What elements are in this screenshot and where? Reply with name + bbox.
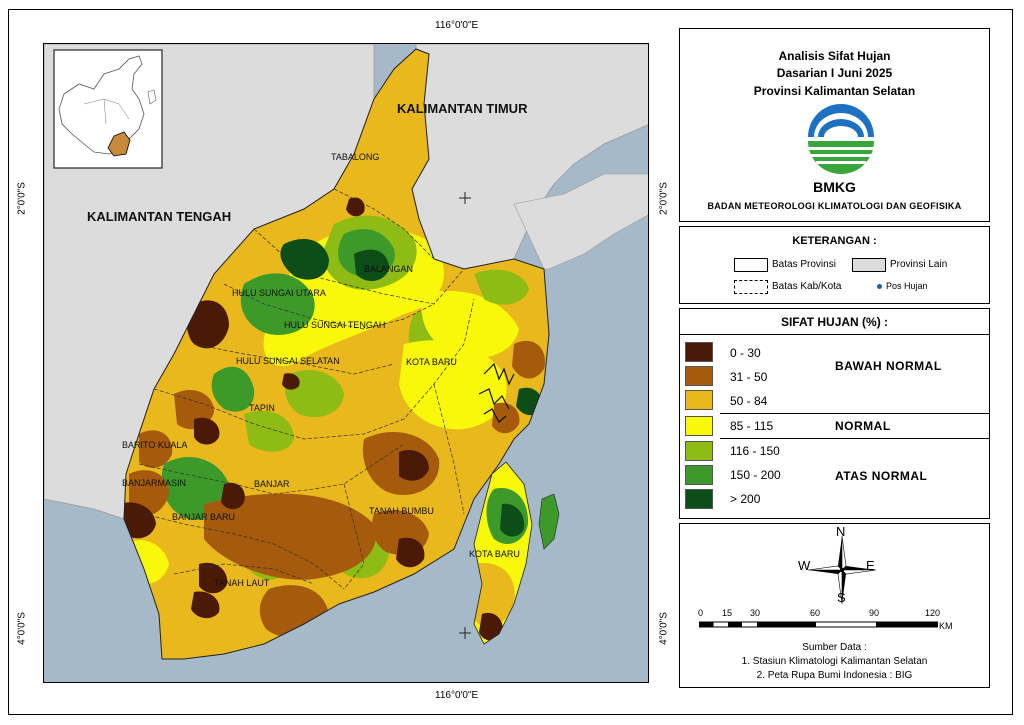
label-kota-baru-island: KOTA BARU [469, 549, 520, 559]
coord-right-lat-top: 2°0'0"S [658, 182, 670, 215]
title-panel: Analisis Sifat Hujan Dasarian I Juni 202… [679, 28, 990, 222]
title-line-2: Dasarian I Juni 2025 [776, 66, 893, 80]
batas-provinsi-label: Batas Provinsi [772, 259, 836, 270]
class-label-3: 85 - 115 [730, 419, 774, 433]
coord-top-lon: 116°0'0"E [435, 20, 479, 31]
title-line-1: Analisis Sifat Hujan [778, 49, 891, 63]
coord-bottom-lon: 116°0'0"E [435, 690, 479, 701]
coord-left-lat-top: 2°0'0"S [16, 182, 28, 215]
provinsi-lain-label: Provinsi Lain [890, 259, 948, 270]
scale-tick-60: 60 [810, 608, 821, 618]
divider [720, 413, 990, 414]
compass-e: E [866, 558, 875, 573]
compass-s: S [837, 590, 846, 605]
group-atas-normal: ATAS NORMAL [835, 469, 928, 483]
scale-bar [699, 621, 938, 628]
class-swatch-2 [685, 390, 713, 410]
class-label-2: 50 - 84 [730, 394, 768, 408]
class-swatch-5 [685, 465, 713, 485]
batas-kab-label: Batas Kab/Kota [772, 281, 842, 292]
divider [680, 334, 989, 335]
batas-kab-swatch [734, 280, 768, 294]
class-label-5: 150 - 200 [730, 468, 781, 482]
class-swatch-6 [685, 489, 713, 509]
regency-boundaries [138, 188, 475, 590]
sifat-hujan-panel: SIFAT HUJAN (%) : 0 - 30 31 - 50 50 - 84… [679, 308, 990, 519]
graticule-crosses [459, 192, 471, 639]
map-canvas [44, 44, 648, 660]
sources-title: Sumber Data : [802, 642, 867, 653]
group-normal: NORMAL [835, 419, 891, 433]
label-tanah-bumbu: TANAH BUMBU [369, 506, 434, 516]
label-barito-kuala: BARITO KUALA [122, 440, 188, 450]
label-hulu-sungai-selatan: HULU SUNGAI SELATAN [236, 356, 340, 366]
north-arrow-icon [807, 535, 877, 605]
compass-scale-panel: N S W E 0 15 30 60 90 120 KM Sumber Data… [679, 523, 990, 688]
scale-tick-90: 90 [869, 608, 880, 618]
pos-hujan-label: Pos Hujan [886, 281, 928, 291]
group-bawah-normal: BAWAH NORMAL [835, 359, 942, 373]
scale-tick-15: 15 [722, 608, 733, 618]
scale-unit: KM [939, 621, 953, 631]
label-kota-baru: KOTA BARU [406, 357, 457, 367]
coord-left-lat-bottom: 4°0'0"S [16, 612, 28, 645]
keterangan-panel: KETERANGAN : Batas Provinsi Provinsi Lai… [679, 226, 990, 304]
label-tapin: TAPIN [249, 403, 275, 413]
class-swatch-0 [685, 342, 713, 362]
label-banjar: BANJAR [254, 479, 290, 489]
coord-right-lat-bottom: 4°0'0"S [658, 612, 670, 645]
label-tanah-laut: TANAH LAUT [214, 578, 270, 588]
kaltim-land-east [513, 173, 648, 270]
scale-tick-0: 0 [698, 608, 704, 618]
label-balangan: BALANGAN [364, 264, 414, 274]
class-swatch-4 [685, 441, 713, 461]
agency-name: BADAN METEOROLOGI KLIMATOLOGI DAN GEOFIS… [707, 201, 962, 211]
label-tabalong: TABALONG [331, 152, 380, 162]
class-label-4: 116 - 150 [730, 444, 780, 458]
bmkg-logo-text: BMKG [813, 179, 856, 195]
label-kalimantan-tengah: KALIMANTAN TENGAH [87, 209, 232, 224]
bmkg-logo-icon [808, 104, 874, 174]
compass-n: N [836, 524, 846, 539]
label-banjarmasin: BANJARMASIN [122, 478, 187, 488]
map-panel[interactable]: KALIMANTAN TIMUR KALIMANTAN TENGAH TABAL… [43, 43, 649, 683]
class-label-6: > 200 [730, 492, 761, 506]
rainfall-zones [124, 49, 549, 659]
scale-tick-30: 30 [750, 608, 761, 618]
class-label-0: 0 - 30 [730, 346, 761, 360]
sources-line-2: 2. Peta Rupa Bumi Indonesia : BIG [756, 670, 913, 681]
coastal-details [478, 362, 515, 423]
outer-frame [8, 9, 1013, 715]
keterangan-title: KETERANGAN : [792, 235, 877, 247]
divider [720, 438, 990, 439]
pulau-sebuku [538, 493, 560, 550]
class-swatch-1 [685, 366, 713, 386]
label-hulu-sungai-utara: HULU SUNGAI UTARA [232, 288, 326, 298]
provinsi-lain-swatch [852, 258, 886, 272]
class-label-1: 31 - 50 [730, 370, 768, 384]
scale-tick-120: 120 [925, 608, 941, 618]
title-line-3: Provinsi Kalimantan Selatan [753, 84, 916, 98]
sifat-hujan-title: SIFAT HUJAN (%) : [780, 315, 889, 329]
label-banjar-baru: BANJAR BARU [172, 512, 236, 522]
inset-overview-map [53, 49, 163, 169]
compass-w: W [798, 558, 811, 573]
class-swatch-3 [685, 416, 713, 436]
pos-hujan-icon [877, 284, 882, 289]
label-kalimantan-timur: KALIMANTAN TIMUR [397, 101, 528, 116]
batas-provinsi-swatch [734, 258, 768, 272]
label-hulu-sungai-tengah: HULU SUNGAI TENGAH [284, 320, 386, 330]
sources-line-1: 1. Stasiun Klimatologi Kalimantan Selata… [741, 656, 928, 667]
